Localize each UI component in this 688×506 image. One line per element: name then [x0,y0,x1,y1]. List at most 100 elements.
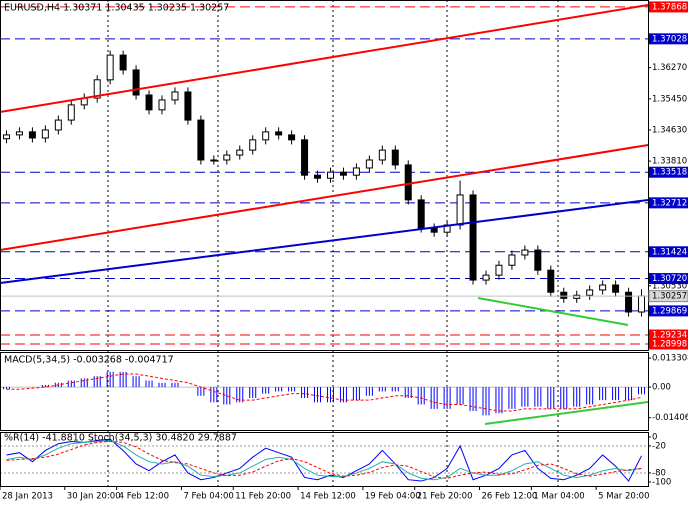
level-label-box [649,305,688,317]
candle-body [275,131,283,136]
y-tick-label: 1.30530 [652,281,687,291]
candle-body [586,289,594,296]
trend-lines [0,4,649,425]
level-label: 1.29234 [652,331,687,341]
level-label-box [649,338,688,350]
candle-body [158,99,166,111]
chart-title: EURUSD,H4 1.30371 1.30435 1.30235 1.3025… [4,3,229,14]
candle-body [301,139,309,176]
x-tick-label: 7 Feb 04:00 [183,492,233,502]
level-label: 1.37028 [652,34,687,44]
candle-body [534,249,542,271]
indicator-line [6,440,642,479]
level-label-box [649,273,688,285]
level-label: 1.31424 [652,247,687,257]
indicator-title: MACD(5,34,5) -0.003268 -0.004717 [4,355,174,366]
x-tick-label: 11 Feb 20:00 [235,492,291,502]
candle-body [599,284,607,291]
x-tick-label: 5 Mar 20:00 [598,492,649,502]
channel-upper [0,4,649,113]
candle-body [560,291,568,299]
candle-body [15,131,23,136]
x-tick-label: 14 Feb 12:00 [300,492,356,502]
candle-body [223,154,231,161]
x-tick-label: 1 Mar 04:00 [533,492,584,502]
candle-body [625,291,633,313]
x-tick-label: 26 Feb 12:00 [482,492,538,502]
candle-body [469,194,477,281]
y-tick-label: 0.013308 [652,354,688,364]
candle-body [417,199,425,229]
candle-body [210,159,218,162]
candle-body [378,149,386,161]
candle-body [28,131,36,139]
y-tick-label: -0.01406 [652,413,688,423]
candle-body [456,194,464,226]
candle-body [638,295,646,313]
candle-body [326,171,334,179]
level-label-box [649,166,688,178]
candle-body [547,269,555,293]
level-label: 1.29869 [652,306,687,316]
candle-body [314,174,322,179]
candle-body [249,139,257,151]
candle-body [132,69,140,96]
candle-body [612,284,620,293]
last-price-label: 1.30257 [652,292,687,302]
indicator-line [6,373,642,412]
candle-body [391,149,399,166]
candle-body [365,159,373,169]
y-tick-label: 1.34630 [652,125,687,135]
level-label-box [649,246,688,258]
y-tick-label: -100 [652,477,671,487]
last-price-box [648,290,688,303]
candle-body [262,131,270,141]
frame [0,0,649,351]
candle-body [2,134,10,140]
x-tick-label: 4 Feb 12:00 [119,492,169,502]
level-label-box [649,197,688,209]
y-tick-label: 1.35450 [652,94,687,104]
x-tick-label: 21 Feb 20:00 [417,492,473,502]
level-label: 1.28998 [652,339,687,349]
candle-body [482,274,490,281]
candle-body [339,171,347,176]
candle-body [288,134,296,141]
plot-area [0,6,648,482]
level-label: 1.32712 [652,198,687,208]
level-label: 1.30720 [652,274,687,284]
channel-lower [0,144,649,251]
level-label-box [649,329,688,341]
candle-body [54,119,62,131]
candle-body [41,129,49,139]
candle-body [93,79,101,99]
y-tick-label: -80 [652,468,666,478]
panel-frames [0,0,649,487]
candle-body [67,104,75,121]
candle-body [573,294,581,299]
y-tick-label: 1.36270 [652,63,687,73]
candle-body [521,249,529,256]
divergence-line [484,401,649,425]
frame [0,432,649,487]
trend-line [0,199,649,284]
candle-body [171,91,179,101]
candle-body [106,54,114,81]
candle-body [352,167,360,176]
support-line [477,297,629,326]
y-tick-label: 0 [652,432,657,442]
candle-body [197,119,205,161]
candle-body [404,164,412,201]
indicator-title: %R(14) -41.8810 Stoch(34,5,3) 30.4820 29… [4,433,237,444]
indicator-line [6,440,642,481]
x-tick-label: 30 Jan 20:00 [67,492,121,502]
candle-body [184,91,192,121]
level-label-box [649,1,688,13]
y-tick-label: 0.00 [652,383,671,393]
candle-body [495,264,503,276]
x-tick-label: 19 Feb 04:00 [365,492,421,502]
level-label: 1.37868 [652,2,687,12]
frame [0,352,649,431]
